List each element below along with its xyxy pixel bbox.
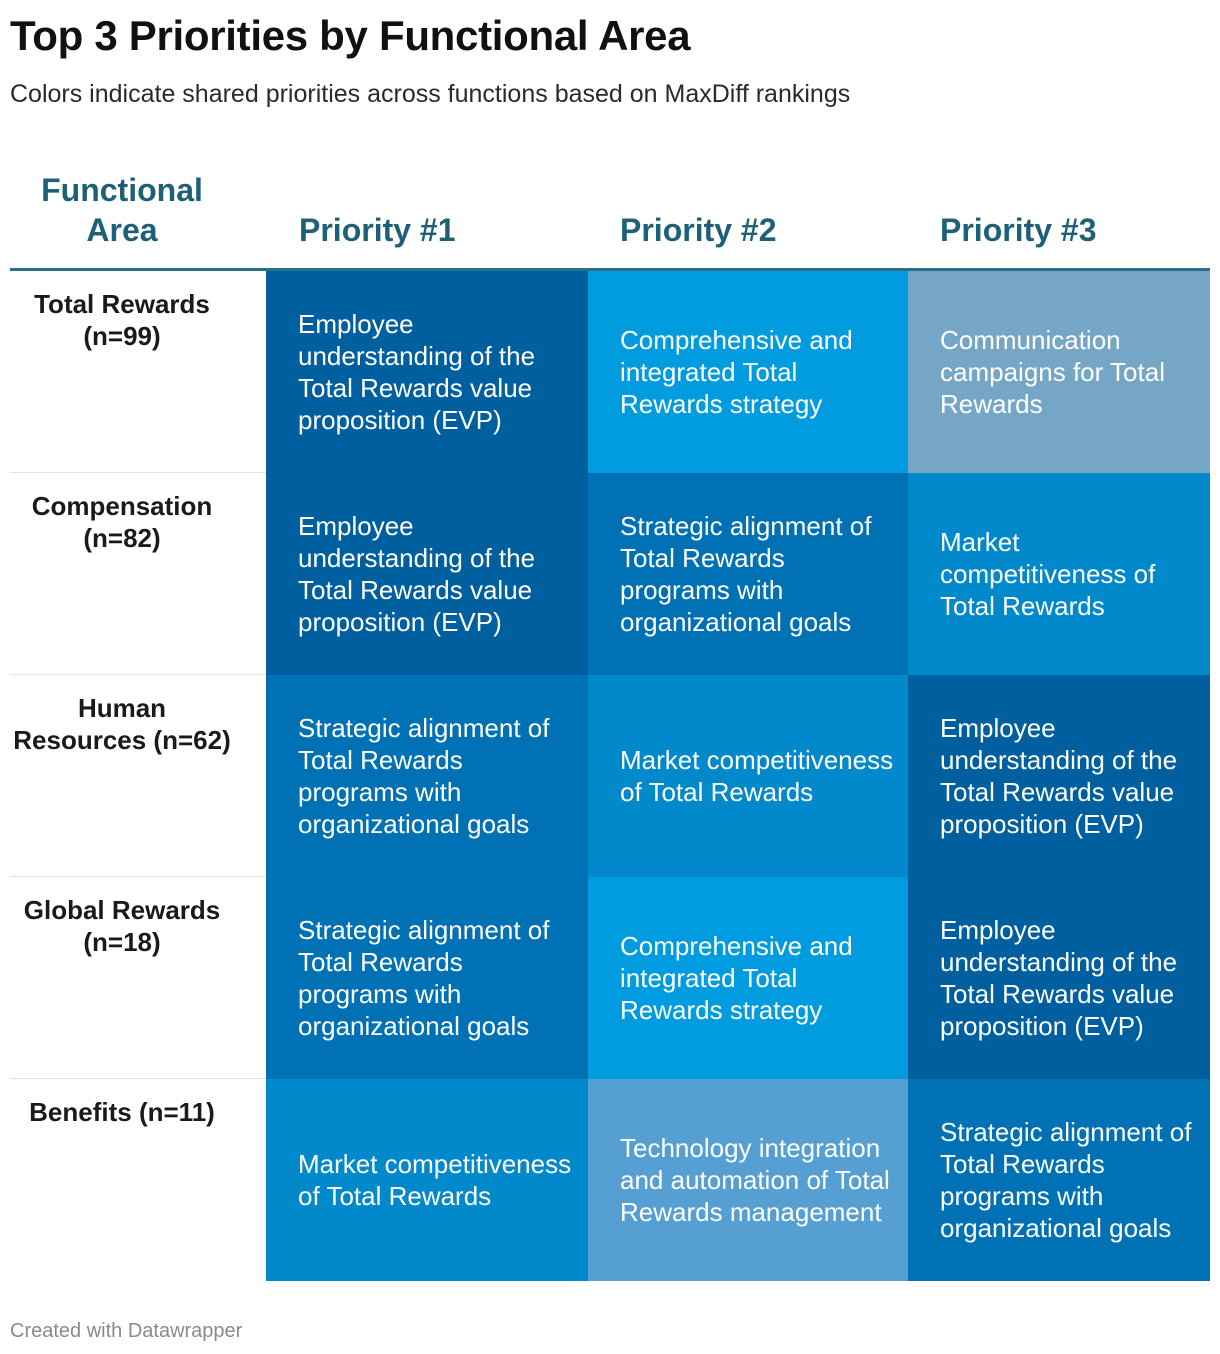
priority-text: Technology integration and automation of… bbox=[620, 1133, 890, 1227]
priority-3-cell: Strategic alignment of Total Rewards pro… bbox=[908, 1079, 1210, 1281]
priority-text: Comprehensive and integrated Total Rewar… bbox=[620, 931, 853, 1025]
priorities-table: Functional Area Priority #1 Priority #2 … bbox=[10, 160, 1210, 1281]
column-header-priority-1: Priority #1 bbox=[299, 212, 456, 248]
priority-2-cell: Technology integration and automation of… bbox=[588, 1079, 908, 1281]
chart-subtitle: Colors indicate shared priorities across… bbox=[10, 80, 851, 108]
row-label-cell: Human Resources (n=62) bbox=[10, 675, 266, 877]
priority-text: Market competitiveness of Total Rewards bbox=[620, 745, 894, 807]
priority-text: Strategic alignment of Total Rewards pro… bbox=[298, 915, 550, 1041]
chart-title: Top 3 Priorities by Functional Area bbox=[10, 12, 691, 59]
row-label-cell: Compensation (n=82) bbox=[10, 473, 266, 675]
row-label-cell: Total Rewards (n=99) bbox=[10, 271, 266, 473]
row-label-cell: Global Rewards (n=18) bbox=[10, 877, 266, 1079]
priority-2-cell: Comprehensive and integrated Total Rewar… bbox=[588, 877, 908, 1079]
priority-1-cell: Employee understanding of the Total Rewa… bbox=[266, 271, 588, 473]
priority-text: Strategic alignment of Total Rewards pro… bbox=[298, 713, 550, 839]
priority-text: Market competitiveness of Total Rewards bbox=[940, 527, 1156, 621]
priority-text: Employee understanding of the Total Rewa… bbox=[940, 915, 1178, 1041]
functional-area-label: Compensation (n=82) bbox=[31, 491, 213, 553]
functional-area-label: Benefits (n=11) bbox=[29, 1097, 215, 1127]
priority-2-cell: Strategic alignment of Total Rewards pro… bbox=[588, 473, 908, 675]
row-label-cell: Benefits (n=11) bbox=[10, 1079, 266, 1280]
priority-1-cell: Employee understanding of the Total Rewa… bbox=[266, 473, 588, 675]
column-header-functional-area: Functional Area bbox=[41, 172, 203, 248]
table-header: Functional Area Priority #1 Priority #2 … bbox=[10, 160, 1210, 271]
priority-3-cell: Employee understanding of the Total Rewa… bbox=[908, 877, 1210, 1079]
functional-area-label: Global Rewards (n=18) bbox=[23, 895, 221, 957]
table-row: Total Rewards (n=99) Employee understandi… bbox=[10, 271, 1210, 473]
priority-text: Strategic alignment of Total Rewards pro… bbox=[620, 511, 872, 637]
table-row: Global Rewards (n=18) Strategic alignment… bbox=[10, 877, 1210, 1079]
functional-area-label: Human Resources (n=62) bbox=[13, 693, 231, 755]
column-header-priority-2: Priority #2 bbox=[620, 212, 777, 248]
priority-text: Employee understanding of the Total Rewa… bbox=[940, 713, 1178, 839]
priority-3-cell: Employee understanding of the Total Rewa… bbox=[908, 675, 1210, 877]
priority-2-cell: Comprehensive and integrated Total Rewar… bbox=[588, 271, 908, 473]
priority-text: Employee understanding of the Total Rewa… bbox=[298, 511, 536, 637]
priority-3-cell: Communication campaigns for Total Reward… bbox=[908, 271, 1210, 473]
functional-area-label: Total Rewards (n=99) bbox=[34, 289, 210, 351]
priority-text: Communication campaigns for Total Reward… bbox=[940, 325, 1165, 419]
column-header-priority-3: Priority #3 bbox=[940, 212, 1097, 248]
credit-footer: Created with Datawrapper bbox=[10, 1320, 243, 1342]
priority-1-cell: Strategic alignment of Total Rewards pro… bbox=[266, 675, 588, 877]
priority-text: Comprehensive and integrated Total Rewar… bbox=[620, 325, 853, 419]
table-row: Compensation (n=82) Employee understandin… bbox=[10, 473, 1210, 675]
priority-1-cell: Market competitiveness of Total Rewards bbox=[266, 1079, 588, 1281]
priority-3-cell: Market competitiveness of Total Rewards bbox=[908, 473, 1210, 675]
priority-2-cell: Market competitiveness of Total Rewards bbox=[588, 675, 908, 877]
priority-text: Strategic alignment of Total Rewards pro… bbox=[940, 1117, 1192, 1243]
priority-text: Employee understanding of the Total Rewa… bbox=[298, 309, 536, 435]
priority-1-cell: Strategic alignment of Total Rewards pro… bbox=[266, 877, 588, 1079]
table-row: Human Resources (n=62) Strategic alignmen… bbox=[10, 675, 1210, 877]
table-body: Total Rewards (n=99) Employee understandi… bbox=[10, 271, 1210, 1281]
table-row: Benefits (n=11) Market competitiveness of… bbox=[10, 1079, 1210, 1281]
priority-text: Market competitiveness of Total Rewards bbox=[298, 1149, 572, 1211]
